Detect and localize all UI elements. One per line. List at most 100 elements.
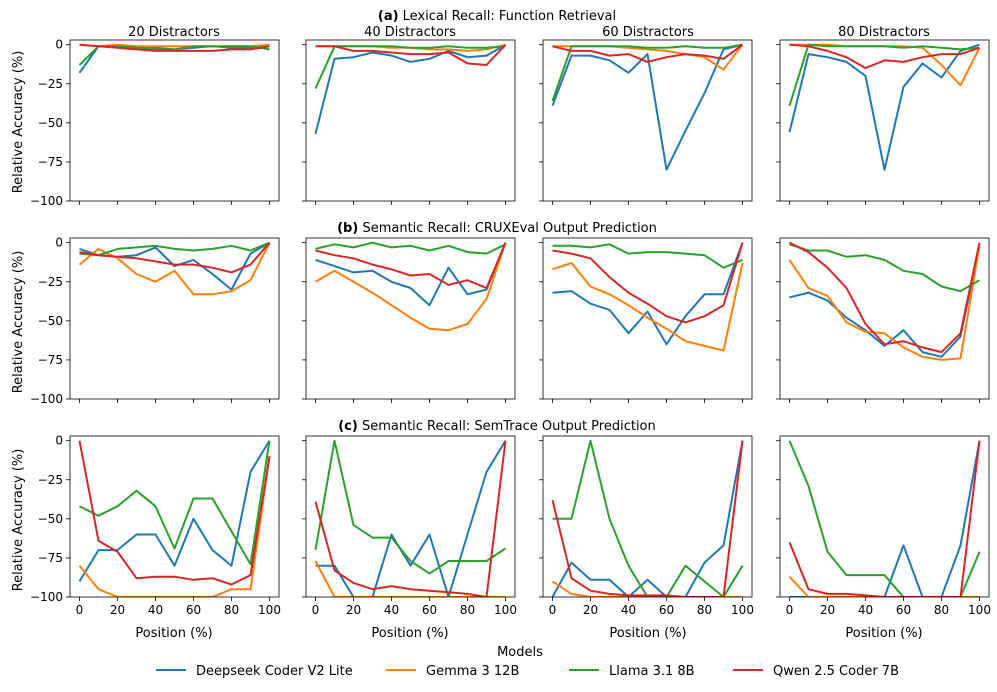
panel-a-4: [776, 39, 990, 205]
panel-series: [788, 440, 981, 597]
series-line-deepseek: [551, 43, 743, 171]
series-line-deepseek: [789, 440, 981, 597]
series-line-llama: [552, 243, 743, 269]
series-line-llama: [551, 43, 743, 102]
panel-series: [788, 241, 981, 361]
y-tick-label: −50: [38, 512, 63, 526]
panel-a-1: 0 −25 −50 −75 −100: [30, 38, 280, 208]
panel-frame: [542, 435, 753, 598]
y-tick-label: −75: [38, 353, 63, 367]
series-line-qwen: [551, 440, 744, 597]
x-axis-label-col-3: Position (%): [609, 626, 686, 641]
panel-c-2: 0 20 40 60 80 100: [302, 435, 517, 617]
panel-frame: [779, 39, 990, 202]
legend-label-deepseek: Deepseek Coder V2 Lite: [196, 664, 353, 679]
panel-frame: [542, 39, 753, 202]
series-line-qwen: [314, 440, 507, 597]
series-line-llama: [789, 243, 980, 293]
x-tick-label: 40: [148, 603, 163, 617]
series-line-llama: [552, 439, 744, 597]
panel-series: [788, 43, 981, 171]
y-axis-label-row-c: Relative Accuracy (%): [11, 449, 26, 592]
x-tick-label: 0: [312, 603, 320, 617]
panel-c-1: 0 20 40 60 80 100 0 −25 −50 −75 −100: [30, 434, 281, 617]
y-tick-label: −50: [38, 116, 63, 130]
x-tick-label: 100: [968, 603, 991, 617]
x-tick-label: 60: [896, 603, 911, 617]
column-title-80: 80 Distractors: [838, 25, 930, 40]
series-line-gemma: [551, 580, 743, 597]
panel-series: [78, 43, 270, 74]
row-a-title: (a) Lexical Recall: Function Retrieval: [378, 9, 616, 24]
panel-b-3: [539, 237, 753, 403]
y-tick-label: −25: [38, 275, 63, 289]
series-line-gemma: [78, 242, 271, 296]
series-line-qwen: [788, 440, 981, 597]
series-line-llama: [314, 45, 506, 89]
panel-b-2: [302, 237, 516, 403]
series-line-gemma: [788, 576, 980, 597]
series-line-gemma: [552, 262, 744, 352]
y-tick-label: −25: [38, 473, 63, 487]
x-tick-label: 60: [659, 603, 674, 617]
series-line-qwen: [78, 440, 271, 586]
series-line-qwen: [552, 43, 744, 63]
y-tick-label: 0: [55, 38, 63, 52]
x-tick-label: 100: [494, 603, 517, 617]
panel-series: [314, 241, 507, 332]
y-tick-label: −50: [38, 314, 63, 328]
x-tick-label: 100: [258, 603, 281, 617]
panel-frame: [69, 237, 280, 400]
legend-label-llama: Llama 3.1 8B: [609, 664, 695, 679]
series-line-deepseek: [789, 245, 981, 358]
series-line-qwen: [315, 44, 507, 66]
x-axis-label-col-4: Position (%): [845, 626, 922, 641]
panel-series: [78, 241, 271, 296]
x-tick-label: 20: [583, 603, 598, 617]
panel-frame: [542, 237, 753, 400]
x-tick-label: 60: [186, 603, 201, 617]
x-tick-label: 80: [697, 603, 712, 617]
series-line-deepseek: [551, 440, 744, 597]
series-line-gemma: [314, 242, 507, 332]
series-line-qwen: [315, 242, 507, 289]
panel-series: [551, 439, 744, 597]
series-line-deepseek: [315, 440, 507, 597]
y-tick-label: −75: [38, 551, 63, 565]
panel-series: [314, 439, 507, 597]
y-tick-label: −100: [30, 590, 63, 604]
series-line-gemma: [78, 456, 271, 597]
panel-series: [78, 440, 271, 597]
y-tick-label: −100: [30, 194, 63, 208]
x-tick-label: 20: [820, 603, 835, 617]
y-tick-label: −75: [38, 155, 63, 169]
y-tick-label: 0: [55, 236, 63, 250]
series-line-qwen: [789, 43, 980, 70]
series-line-llama: [788, 43, 980, 106]
series-line-qwen: [79, 43, 270, 52]
x-tick-label: 20: [346, 603, 361, 617]
panel-frame: [69, 435, 280, 598]
x-tick-label: 40: [384, 603, 399, 617]
legend-label-gemma: Gemma 3 12B: [426, 664, 519, 679]
x-tick-label: 0: [786, 603, 794, 617]
x-tick-label: 0: [549, 603, 557, 617]
panel-series: [314, 43, 507, 135]
x-tick-label: 100: [731, 603, 754, 617]
x-tick-label: 80: [460, 603, 475, 617]
series-line-llama: [79, 440, 271, 566]
panel-frame: [305, 39, 516, 202]
panel-c-4: 0 20 40 60 80 100: [776, 435, 991, 617]
panel-c-3: 0 20 40 60 80 100: [539, 435, 754, 617]
y-axis-label-row-b: Relative Accuracy (%): [11, 251, 26, 394]
panel-frame: [305, 237, 516, 400]
y-tick-label: −25: [38, 77, 63, 91]
series-line-gemma: [788, 245, 981, 361]
x-tick-label: 80: [224, 603, 239, 617]
x-tick-label: 40: [858, 603, 873, 617]
legend: Models Deepseek Coder V2 Lite Gemma 3 12…: [156, 645, 899, 679]
series-line-deepseek: [315, 242, 507, 307]
x-tick-label: 40: [621, 603, 636, 617]
x-tick-label: 20: [110, 603, 125, 617]
